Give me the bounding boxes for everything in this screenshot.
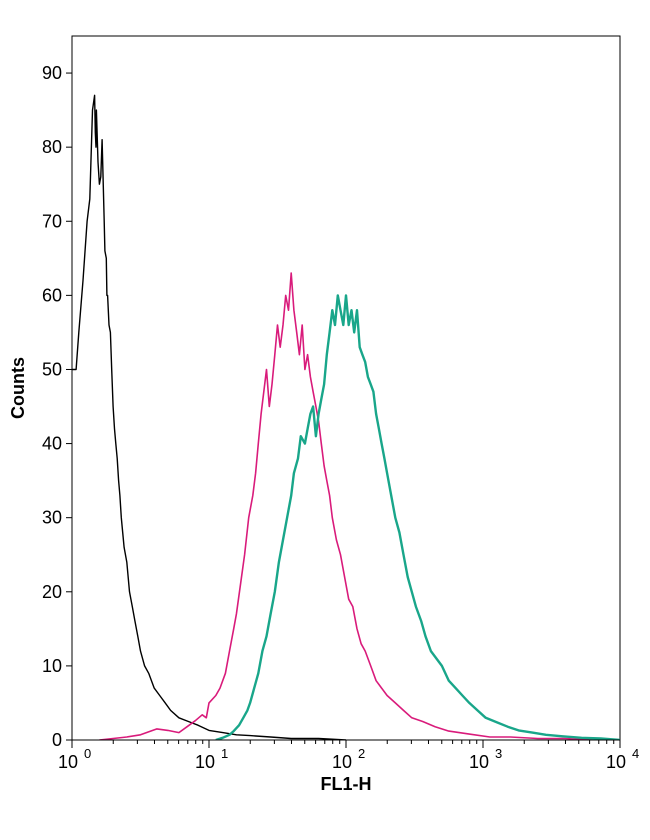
svg-text:70: 70 (42, 211, 62, 231)
svg-text:10: 10 (58, 752, 78, 772)
svg-text:10: 10 (42, 656, 62, 676)
svg-text:30: 30 (42, 508, 62, 528)
svg-text:3: 3 (495, 746, 502, 761)
svg-text:0: 0 (52, 730, 62, 750)
svg-text:10: 10 (332, 752, 352, 772)
svg-text:10: 10 (469, 752, 489, 772)
svg-text:20: 20 (42, 582, 62, 602)
svg-text:60: 60 (42, 285, 62, 305)
svg-text:50: 50 (42, 359, 62, 379)
svg-text:10: 10 (195, 752, 215, 772)
svg-text:40: 40 (42, 434, 62, 454)
histogram-chart: 0102030405060708090Counts100101102103104… (0, 0, 650, 840)
y-axis-title: Counts (8, 357, 28, 419)
x-axis-title: FL1-H (321, 774, 372, 794)
svg-text:80: 80 (42, 137, 62, 157)
svg-text:4: 4 (632, 746, 639, 761)
svg-text:90: 90 (42, 63, 62, 83)
chart-container: 0102030405060708090Counts100101102103104… (0, 0, 650, 840)
svg-text:0: 0 (84, 746, 91, 761)
svg-text:1: 1 (221, 746, 228, 761)
svg-text:10: 10 (606, 752, 626, 772)
svg-text:2: 2 (358, 746, 365, 761)
